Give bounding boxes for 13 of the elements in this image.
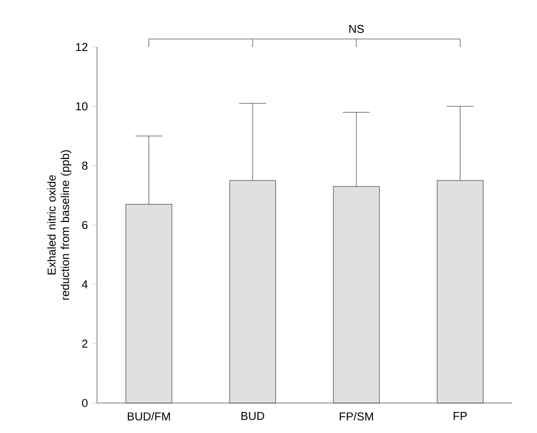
y-tick-label: 4	[82, 280, 88, 288]
x-tick-label: BUD/FM	[128, 412, 170, 420]
y-tick-label: 6	[82, 220, 88, 230]
y-tick-label: 10	[76, 102, 88, 110]
y-tick-label: 12	[76, 42, 88, 51]
y-axis-title: Exhaled nitric oxide reduction from baseline (ppb)	[47, 150, 72, 300]
x-tick-label: FP	[454, 412, 467, 420]
y-tick-label: 8	[82, 162, 88, 170]
text: NS	[349, 24, 364, 33]
x-tick-label: BUD	[241, 412, 264, 420]
x-tick-label: FP/SM	[340, 412, 373, 420]
y-tick-label: 2	[82, 340, 88, 348]
y-tick-label: 0	[82, 398, 88, 408]
